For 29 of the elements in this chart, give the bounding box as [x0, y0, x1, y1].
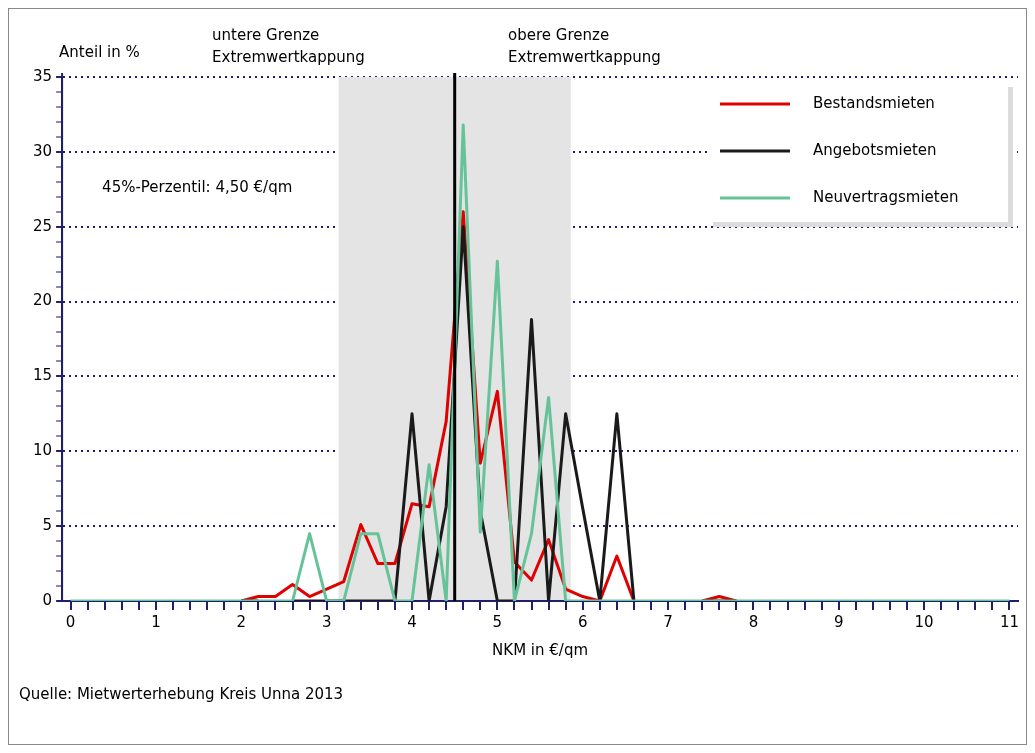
x-axis-title: NKM in €/qm	[492, 640, 589, 659]
x-tick-label: 7	[663, 612, 673, 631]
x-tick-label: 10	[914, 612, 934, 631]
annotation: 45%-Perzentil: 4,50 €/qm	[102, 178, 293, 196]
x-tick-label: 4	[407, 612, 417, 631]
x-tick-label: 6	[577, 612, 588, 631]
x-tick-label: 8	[748, 612, 759, 631]
x-tick-label: 11	[999, 612, 1020, 631]
y-tick-label: 20	[32, 291, 53, 310]
x-tick-label: 2	[236, 612, 247, 631]
y-tick-label: 35	[32, 66, 53, 85]
source-note: Quelle: Mietwerterhebung Kreis Unna 2013	[19, 685, 344, 703]
legend-label: Bestandsmieten	[813, 93, 935, 112]
x-tick-label: 5	[492, 612, 503, 631]
text: untere Grenze Extremwertkappung	[212, 26, 365, 66]
legend-label: Neuvertragsmieten	[813, 187, 959, 206]
x-tick-label: 1	[151, 612, 161, 631]
y-tick-label: 15	[32, 366, 53, 385]
y-tick-label: 10	[32, 441, 53, 460]
y-tick-label: 5	[42, 516, 53, 535]
y-tick-label: 25	[32, 216, 53, 235]
x-tick-label: 9	[833, 612, 844, 631]
y-axis-title: Anteil in %	[59, 43, 140, 61]
y-tick-label: 0	[42, 590, 53, 609]
x-tick-label: 3	[321, 612, 332, 631]
legend-label: Angebotsmieten	[813, 140, 937, 159]
x-tick-label: 0	[65, 612, 76, 631]
text: obere Grenze Extremwertkappung	[508, 26, 661, 66]
y-tick-label: 30	[32, 141, 53, 160]
